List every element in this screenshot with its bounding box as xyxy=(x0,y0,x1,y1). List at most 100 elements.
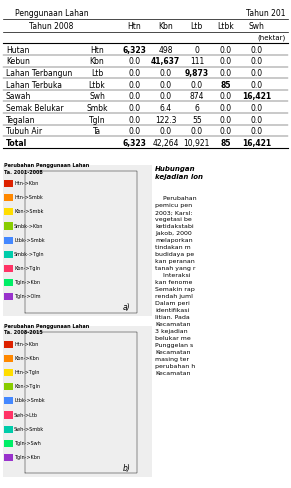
Text: 85: 85 xyxy=(220,139,230,147)
Text: 0.0: 0.0 xyxy=(251,57,263,66)
Text: Tgln->Kbn: Tgln->Kbn xyxy=(14,454,40,459)
Text: 0.0: 0.0 xyxy=(219,104,231,113)
Text: Lahan Terbuka: Lahan Terbuka xyxy=(6,81,62,89)
Text: Hubungan
kejadian lon: Hubungan kejadian lon xyxy=(155,165,203,180)
Text: 0.0: 0.0 xyxy=(128,127,140,136)
Bar xyxy=(4,209,13,216)
Text: Htn->Tgln: Htn->Tgln xyxy=(14,369,40,374)
Text: 0.0: 0.0 xyxy=(251,69,263,78)
Text: Kebun: Kebun xyxy=(6,57,30,66)
Text: Ltb: Ltb xyxy=(191,22,203,31)
Text: 0.0: 0.0 xyxy=(128,57,140,66)
Bar xyxy=(4,397,13,405)
Text: b): b) xyxy=(123,463,130,472)
Text: Perubahan Penggunaan Lahan
Ta. 2001-2008: Perubahan Penggunaan Lahan Ta. 2001-2008 xyxy=(4,163,90,174)
Text: Tgln->Kbn: Tgln->Kbn xyxy=(14,280,40,285)
Text: Lahan Terbangun: Lahan Terbangun xyxy=(6,69,72,78)
Text: 85: 85 xyxy=(220,81,230,89)
Text: 6,323: 6,323 xyxy=(122,45,146,55)
Text: 6,323: 6,323 xyxy=(122,139,146,147)
Bar xyxy=(4,265,13,272)
Text: Kbn->Tgln: Kbn->Tgln xyxy=(14,384,40,388)
Text: 0.0: 0.0 xyxy=(128,115,140,124)
Bar xyxy=(4,195,13,202)
Bar xyxy=(4,426,13,433)
Text: 6: 6 xyxy=(194,104,199,113)
Text: 0.0: 0.0 xyxy=(251,81,263,89)
Text: 0.0: 0.0 xyxy=(219,115,231,124)
Bar xyxy=(4,369,13,376)
Bar xyxy=(4,454,13,461)
Text: Ltbk: Ltbk xyxy=(89,81,105,89)
Text: 0.0: 0.0 xyxy=(251,45,263,55)
Text: Ltb: Ltb xyxy=(91,69,103,78)
Text: 0.0: 0.0 xyxy=(159,69,171,78)
Text: Tahun 2008: Tahun 2008 xyxy=(29,22,74,31)
Bar xyxy=(3,326,152,477)
Text: Sawah: Sawah xyxy=(6,92,31,101)
Text: Kbn->Kbn: Kbn->Kbn xyxy=(14,355,39,360)
Text: 0.0: 0.0 xyxy=(219,69,231,78)
Text: Tgln->Swh: Tgln->Swh xyxy=(14,440,41,445)
Text: 0.0: 0.0 xyxy=(128,69,140,78)
Text: (hektar): (hektar) xyxy=(257,35,285,41)
Text: Total: Total xyxy=(6,139,27,147)
Bar xyxy=(4,223,13,230)
Text: Kbn->Smbk: Kbn->Smbk xyxy=(14,209,43,214)
Text: Tgln->Olm: Tgln->Olm xyxy=(14,294,41,299)
Bar xyxy=(4,440,13,447)
Text: Smbk: Smbk xyxy=(86,104,108,113)
Text: Kbn: Kbn xyxy=(90,57,104,66)
Text: 10,921: 10,921 xyxy=(184,139,210,147)
Text: 122.3: 122.3 xyxy=(155,115,176,124)
Text: 874: 874 xyxy=(189,92,204,101)
Bar xyxy=(3,165,152,316)
Text: Semak Belukar: Semak Belukar xyxy=(6,104,63,113)
Text: 0.0: 0.0 xyxy=(219,92,231,101)
Text: 0.0: 0.0 xyxy=(251,104,263,113)
Bar xyxy=(4,384,13,390)
Text: 111: 111 xyxy=(190,57,204,66)
Text: Htn: Htn xyxy=(127,22,141,31)
Text: 0.0: 0.0 xyxy=(159,127,171,136)
Text: Htn->Kbn: Htn->Kbn xyxy=(14,341,38,346)
Text: 16,421: 16,421 xyxy=(242,139,271,147)
Text: 0.0: 0.0 xyxy=(159,81,171,89)
Text: Perubahan
pemicu pen
2003; Karsl:
vegetasi be
ketidakstabi
Jakob, 2000
melaporka: Perubahan pemicu pen 2003; Karsl: vegeta… xyxy=(155,196,197,376)
Text: Htn: Htn xyxy=(90,45,104,55)
Text: Swh: Swh xyxy=(89,92,105,101)
Text: Perubahan Penggunaan Lahan
Ta. 2008-2015: Perubahan Penggunaan Lahan Ta. 2008-2015 xyxy=(4,324,90,335)
Text: 0.0: 0.0 xyxy=(219,57,231,66)
Text: Ta: Ta xyxy=(93,127,101,136)
Text: Hutan: Hutan xyxy=(6,45,29,55)
Text: 42,264: 42,264 xyxy=(152,139,179,147)
Text: Htn->Kbn: Htn->Kbn xyxy=(14,181,38,186)
Text: 16,421: 16,421 xyxy=(242,92,271,101)
Text: Htn->Smbk: Htn->Smbk xyxy=(14,195,43,200)
Text: 0: 0 xyxy=(194,45,199,55)
Text: a): a) xyxy=(123,303,130,311)
Text: Ltbk->Smbk: Ltbk->Smbk xyxy=(14,398,45,403)
Text: 41,637: 41,637 xyxy=(151,57,180,66)
Text: 0.0: 0.0 xyxy=(219,45,231,55)
Bar xyxy=(4,280,13,286)
Bar xyxy=(4,355,13,362)
Bar xyxy=(4,251,13,258)
Text: 0.0: 0.0 xyxy=(128,81,140,89)
Text: Ltbk->Smbk: Ltbk->Smbk xyxy=(14,237,45,242)
Text: 0.0: 0.0 xyxy=(251,115,263,124)
Bar xyxy=(4,181,13,188)
Bar xyxy=(4,411,13,419)
Text: Tubuh Air: Tubuh Air xyxy=(6,127,42,136)
Text: Tahun 201: Tahun 201 xyxy=(246,9,285,18)
Text: Kbn->Tgln: Kbn->Tgln xyxy=(14,265,40,270)
Text: Tgln: Tgln xyxy=(89,115,105,124)
Text: 0.0: 0.0 xyxy=(219,127,231,136)
Bar xyxy=(4,294,13,301)
Text: 6.4: 6.4 xyxy=(159,104,171,113)
Bar xyxy=(4,341,13,348)
Text: 0.0: 0.0 xyxy=(128,92,140,101)
Text: Swh->Ltb: Swh->Ltb xyxy=(14,412,38,417)
Text: Smbk->Tgln: Smbk->Tgln xyxy=(14,251,45,256)
Text: 0.0: 0.0 xyxy=(191,81,203,89)
